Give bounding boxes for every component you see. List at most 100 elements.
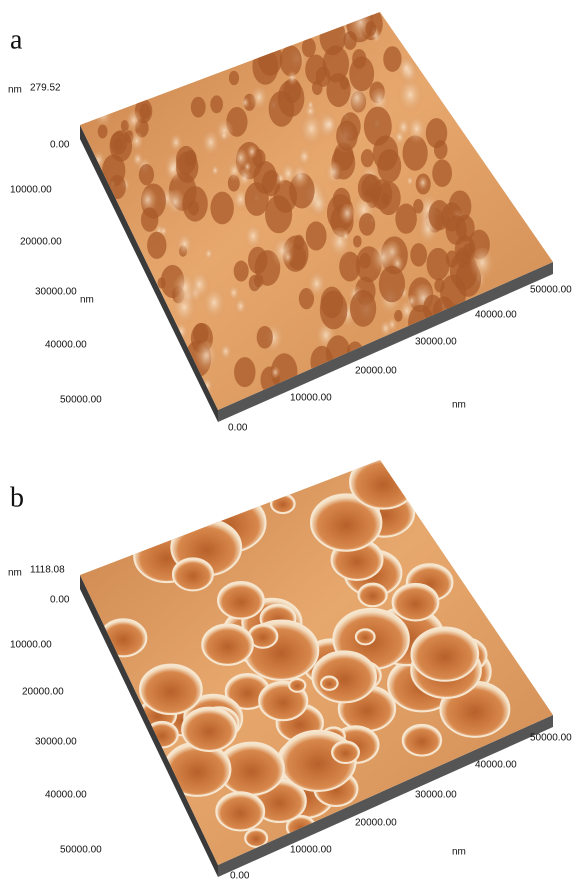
peak [176,234,194,259]
peak [456,247,471,268]
peak [383,46,401,72]
peak [240,97,249,110]
peak [326,73,350,107]
peak [427,248,450,280]
panel-label: a [10,24,23,55]
right-unit: nm [452,847,466,858]
peak [226,162,242,184]
right-tick-label: 10000.00 [290,393,332,404]
peak [270,237,295,272]
peak [396,118,411,140]
peak [349,56,374,91]
peak [210,192,233,225]
origin-label: 0.00 [228,423,248,434]
right-unit: nm [452,400,466,411]
left-tick-label: 20000.00 [20,237,62,248]
pit [182,708,236,751]
z-unit: nm [8,85,22,96]
peak [432,159,452,187]
peak [110,131,127,154]
peak [359,253,370,269]
peak [269,91,295,127]
peak [220,131,228,142]
peak [204,248,214,262]
pit [245,829,267,847]
right-tick-label: 40000.00 [475,760,517,771]
peak [343,31,356,50]
peak [249,86,269,114]
peak [341,231,350,243]
peak [469,248,496,286]
peak [434,140,448,159]
peak [298,114,325,152]
right-tick-label: 30000.00 [415,337,457,348]
peak [364,107,392,146]
pit [332,742,359,764]
pit [202,624,253,665]
pit [216,792,264,830]
right-tick-label: 10000.00 [290,845,332,856]
right-tick-label: 20000.00 [355,366,397,377]
pit [321,677,338,690]
left-tick-label: 10000.00 [10,185,52,196]
peak [287,71,298,87]
left-tick-label: 10000.00 [10,640,52,651]
peak [305,54,326,84]
pit [140,665,202,714]
peak [168,134,183,155]
z-max: 279.52 [30,83,61,94]
right-tick-label: 50000.00 [530,285,572,296]
pit [218,582,264,619]
z-zero: 0.00 [50,140,70,151]
z-max: 1118.08 [30,565,65,576]
panel-label: b [10,482,24,513]
peak [193,323,208,344]
peak [257,326,273,349]
peak [320,18,346,55]
peak [406,176,414,187]
peak [307,100,315,111]
right-tick-label: 30000.00 [415,790,457,801]
peak [396,79,424,118]
peak [147,232,166,259]
z-zero: 0.00 [50,595,70,606]
peak [252,49,278,85]
pit [356,629,375,644]
peak [359,213,375,236]
peak [182,186,207,222]
pit [289,679,305,692]
pit [403,725,441,756]
peak [98,125,108,139]
left-tick-label: 50000.00 [60,845,102,856]
pit [164,743,230,796]
afm-panel: a nm 279.52 0.00 10000.00 20000.00 30000.00 400… [8,4,572,433]
right-tick-label: 20000.00 [355,818,397,829]
peak [361,149,374,167]
peak [172,273,197,309]
peak [131,152,144,170]
peak [246,145,257,160]
pit [173,558,213,590]
peak [229,71,239,85]
origin-label: 0.00 [230,871,250,881]
peak [200,131,221,160]
peak [253,161,276,194]
left-tick-label: 30000.00 [35,737,77,748]
left-tick-label: 40000.00 [45,340,87,351]
peak [210,95,223,113]
peak [327,227,353,263]
peak [377,181,401,215]
left-tick-label: 20000.00 [22,687,64,698]
peak [302,38,316,58]
peak [365,21,376,36]
afm-panel: b nm 1118.08 0.00 10000.00 20000.00 30000.00 40… [8,455,572,881]
peak [417,176,428,192]
peak [350,290,376,327]
peak [191,97,206,118]
peak [234,357,256,387]
peak [377,149,401,182]
peak [306,272,327,301]
pit [271,494,295,513]
peak [176,152,198,183]
peak [139,104,150,120]
